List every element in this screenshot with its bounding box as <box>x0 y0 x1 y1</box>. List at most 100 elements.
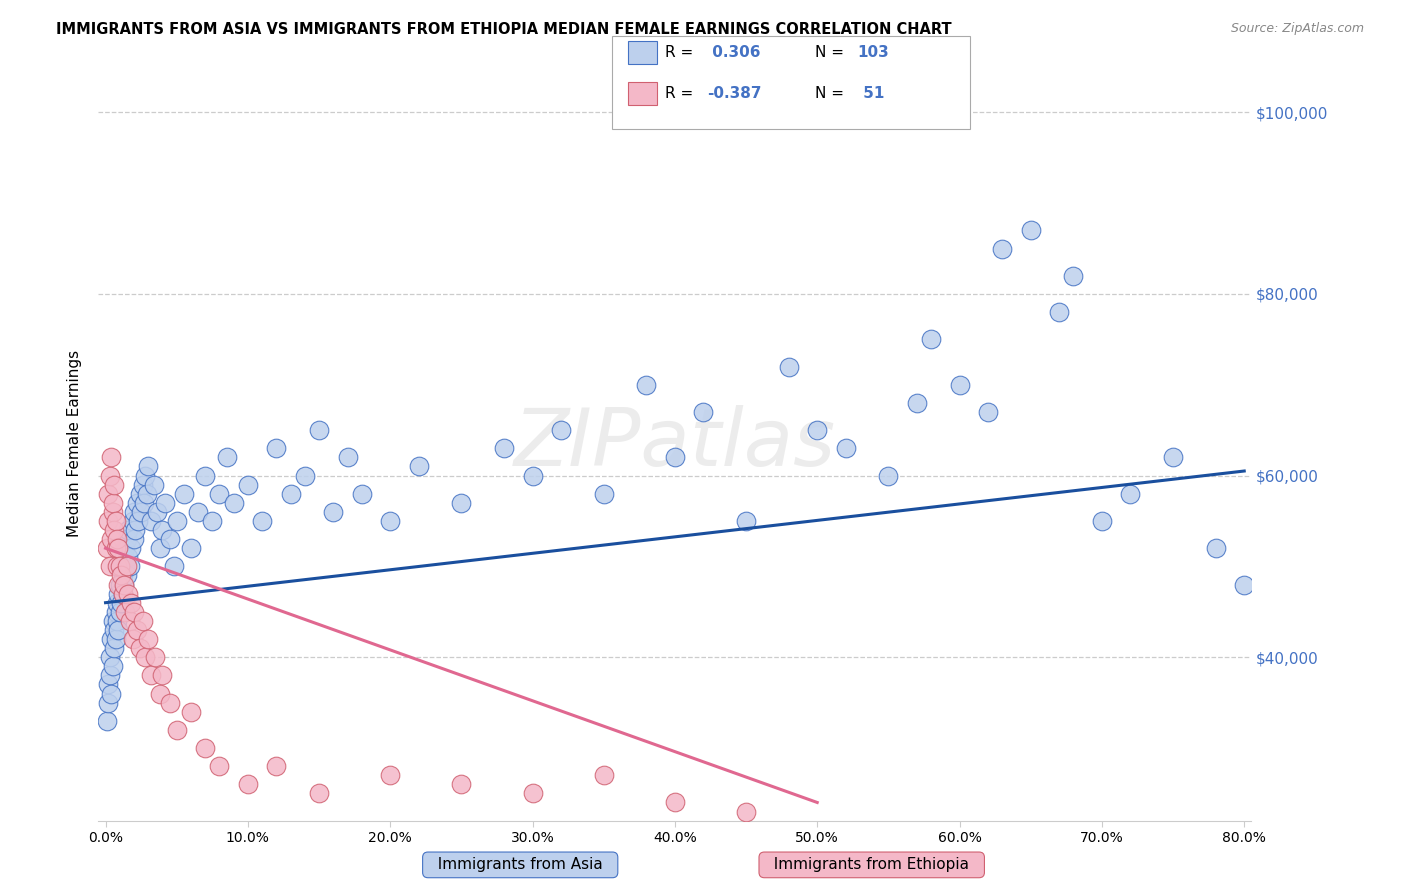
Point <box>97 486 120 500</box>
Point <box>115 568 138 582</box>
Point <box>127 514 149 528</box>
Point <box>114 541 136 556</box>
Text: IMMIGRANTS FROM ASIA VS IMMIGRANTS FROM ETHIOPIA MEDIAN FEMALE EARNINGS CORRELAT: IMMIGRANTS FROM ASIA VS IMMIGRANTS FROM … <box>56 22 952 37</box>
Point <box>266 759 288 773</box>
Point <box>115 559 138 574</box>
Point <box>100 532 122 546</box>
Point <box>905 396 928 410</box>
Point <box>110 559 132 574</box>
Text: N =: N = <box>815 87 849 101</box>
Point <box>118 614 141 628</box>
Point <box>98 468 121 483</box>
Text: N =: N = <box>815 45 849 60</box>
Point <box>112 577 135 591</box>
Point <box>778 359 800 374</box>
Y-axis label: Median Female Earnings: Median Female Earnings <box>67 351 83 537</box>
Point <box>336 450 359 465</box>
Point <box>1233 577 1256 591</box>
Point <box>115 532 138 546</box>
Point <box>117 550 139 565</box>
Point <box>149 541 172 556</box>
Point <box>111 586 134 600</box>
Point <box>155 496 177 510</box>
Point <box>1047 305 1070 319</box>
Point <box>159 532 181 546</box>
Point <box>100 686 122 700</box>
Point <box>100 632 122 646</box>
Point <box>152 523 174 537</box>
Point <box>134 650 156 665</box>
Point <box>118 559 141 574</box>
Point <box>128 641 150 656</box>
Point <box>121 514 143 528</box>
Point <box>101 496 124 510</box>
Point <box>111 586 134 600</box>
Point <box>350 486 373 500</box>
Point <box>636 377 658 392</box>
Point <box>152 668 174 682</box>
Point <box>208 759 231 773</box>
Point <box>1261 605 1284 619</box>
Point <box>494 442 516 456</box>
Text: Source: ZipAtlas.com: Source: ZipAtlas.com <box>1230 22 1364 36</box>
Point <box>125 496 148 510</box>
Point <box>103 523 125 537</box>
Point <box>948 377 970 392</box>
Point <box>236 477 259 491</box>
Point <box>131 614 153 628</box>
Point <box>117 523 139 537</box>
Text: Immigrants from Ethiopia: Immigrants from Ethiopia <box>765 857 979 872</box>
Point <box>108 577 131 591</box>
Point <box>129 505 152 519</box>
Point <box>308 786 330 800</box>
Point <box>104 541 127 556</box>
Point <box>121 632 143 646</box>
Point <box>664 796 686 810</box>
Point <box>1205 541 1227 556</box>
Point <box>103 641 125 656</box>
Point <box>98 650 121 665</box>
Point <box>132 496 155 510</box>
Point <box>107 541 129 556</box>
Point <box>173 486 195 500</box>
Point <box>128 486 150 500</box>
Point <box>125 623 148 637</box>
Point <box>98 559 121 574</box>
Point <box>101 659 124 673</box>
Point <box>100 450 122 465</box>
Point <box>180 705 202 719</box>
Text: ZIPatlas: ZIPatlas <box>513 405 837 483</box>
Point <box>592 768 614 782</box>
Text: R =: R = <box>665 87 699 101</box>
Point <box>159 696 181 710</box>
Point <box>104 514 127 528</box>
Point <box>97 514 120 528</box>
Point <box>522 468 544 483</box>
Point <box>114 559 136 574</box>
Point <box>136 459 159 474</box>
Point <box>124 523 146 537</box>
Point <box>692 405 714 419</box>
Point <box>103 623 125 637</box>
Point <box>380 514 402 528</box>
Point <box>143 650 166 665</box>
Point <box>735 514 758 528</box>
Point <box>108 605 131 619</box>
Point <box>280 486 302 500</box>
Point <box>104 632 127 646</box>
Point <box>111 568 134 582</box>
Point <box>110 568 132 582</box>
Point <box>146 505 169 519</box>
Point <box>105 559 128 574</box>
Point <box>1062 268 1084 283</box>
Point <box>105 532 128 546</box>
Point <box>450 496 472 510</box>
Point <box>215 450 238 465</box>
Point <box>250 514 273 528</box>
Point <box>136 632 159 646</box>
Point <box>408 459 430 474</box>
Point <box>920 332 942 346</box>
Point <box>101 505 124 519</box>
Point <box>877 468 900 483</box>
Point <box>97 677 120 691</box>
